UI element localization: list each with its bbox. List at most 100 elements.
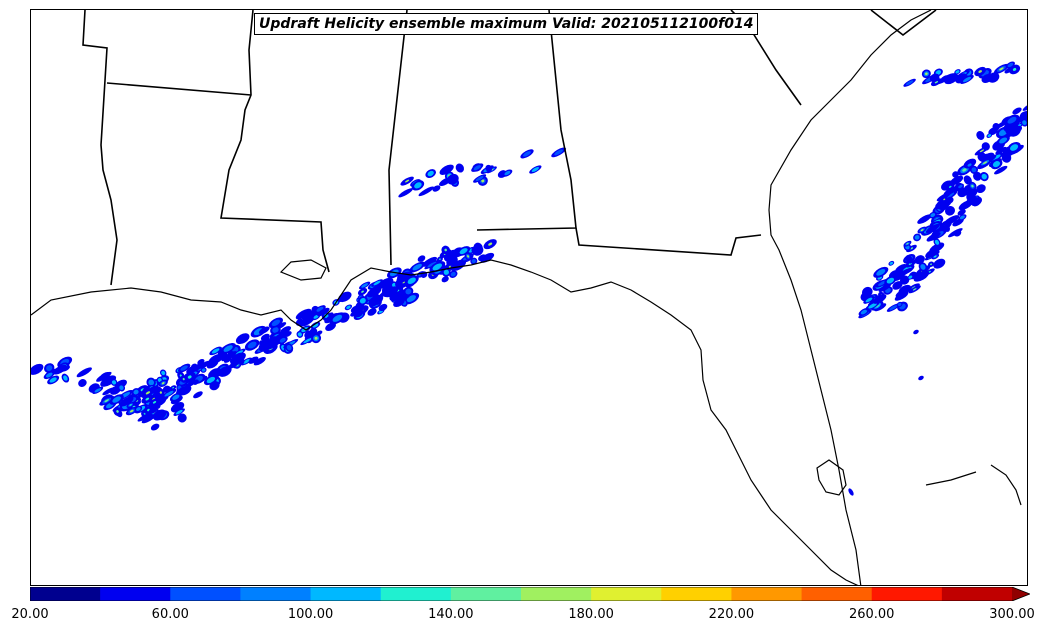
uh-cell <box>152 409 167 421</box>
colorbar-segment <box>240 587 312 601</box>
uh-cell <box>359 297 366 304</box>
uh-cell <box>878 283 891 293</box>
uh-cell <box>983 161 988 165</box>
uh-cell <box>1012 67 1017 71</box>
colorbar-tick-label: 100.00 <box>287 607 334 622</box>
uh-cell <box>317 307 330 317</box>
uh-cell <box>346 305 351 310</box>
uh-cell <box>152 397 155 400</box>
state-borders <box>82 10 937 286</box>
uh-cell <box>886 277 895 284</box>
uh-cell <box>172 394 180 400</box>
uh-cell <box>897 302 902 307</box>
uh-cell <box>1019 110 1027 120</box>
uh-cell <box>523 151 531 157</box>
uh-cell <box>1007 125 1023 137</box>
uh-cell <box>405 179 410 183</box>
map-panel <box>30 9 1028 586</box>
uh-cell <box>242 359 250 364</box>
uh-cell <box>473 165 481 171</box>
uh-cell <box>455 163 465 173</box>
uh-cell <box>459 248 468 255</box>
uh-cell <box>284 331 292 337</box>
uh-cell <box>314 336 318 340</box>
uh-cell <box>187 375 192 379</box>
uh-cell <box>999 137 1008 144</box>
uh-cell <box>253 356 266 366</box>
uh-cell <box>947 74 959 82</box>
uh-cell <box>485 164 493 173</box>
uh-cell <box>955 70 960 74</box>
uh-cell <box>930 263 932 266</box>
uh-cell <box>427 261 437 268</box>
uh-cell <box>914 235 920 240</box>
uh-cell <box>350 307 364 317</box>
uh-cell <box>979 149 985 153</box>
uh-cell <box>912 288 917 291</box>
uh-cell <box>896 267 912 278</box>
uh-cell <box>1012 107 1022 115</box>
uh-cell <box>999 67 1004 71</box>
uh-cell <box>62 365 70 372</box>
uh-cell <box>449 250 460 257</box>
uh-cell <box>504 170 511 176</box>
uh-cell <box>471 245 482 254</box>
colorbar-segment <box>871 587 943 601</box>
uh-cell <box>259 340 267 349</box>
uh-cell <box>439 258 441 260</box>
uh-cell <box>446 173 459 185</box>
uh-cell <box>367 308 377 316</box>
colorbar-segment <box>661 587 732 601</box>
uh-cell <box>934 80 938 84</box>
uh-cell <box>150 423 160 431</box>
uh-cell <box>531 167 540 172</box>
uh-cell <box>407 277 416 284</box>
uh-cell <box>260 333 270 341</box>
uh-cell <box>876 269 886 276</box>
uh-cell <box>971 167 977 173</box>
uh-cell <box>967 163 972 167</box>
uh-cell <box>1022 120 1027 125</box>
uh-cell <box>119 396 134 407</box>
map-title: Updraft Helicity ensemble maximum Valid:… <box>254 13 759 35</box>
uh-cell <box>943 198 946 201</box>
uh-cell <box>192 379 199 385</box>
uh-cell <box>148 406 158 414</box>
uh-cell <box>973 171 982 181</box>
colorbar-tick-label: 140.00 <box>428 607 474 622</box>
uh-cell <box>297 332 302 337</box>
uh-cell <box>913 329 919 335</box>
uh-cell <box>872 294 887 304</box>
uh-cell <box>920 229 924 232</box>
uh-cell <box>937 199 950 211</box>
uh-cell <box>995 146 1007 155</box>
uh-cell <box>1010 144 1019 151</box>
uh-cell <box>443 269 449 275</box>
uh-cell <box>1007 62 1014 68</box>
uh-cell <box>987 72 1000 83</box>
uh-cell <box>141 414 156 424</box>
uh-cell <box>367 286 382 298</box>
uh-cell <box>943 215 960 226</box>
uh-cell <box>913 270 930 282</box>
uh-cell <box>908 275 913 279</box>
uh-cell <box>133 389 139 395</box>
uh-cell <box>201 368 206 372</box>
uh-cell <box>148 379 155 386</box>
uh-cell <box>119 385 124 390</box>
uh-cell <box>152 401 157 404</box>
uh-cell <box>164 390 174 397</box>
uh-cell <box>894 291 909 301</box>
uh-cell <box>161 382 165 385</box>
uh-cell <box>444 248 447 252</box>
uh-cell <box>76 367 92 378</box>
uh-cell <box>934 239 940 245</box>
uh-cell <box>417 255 426 262</box>
colorbar-segment <box>941 587 1013 601</box>
uh-cell <box>78 379 87 387</box>
uh-cell <box>211 348 220 354</box>
colorbar-segment <box>591 587 662 601</box>
uh-cell <box>227 350 235 358</box>
uh-cell <box>475 175 484 182</box>
uh-cell <box>926 232 941 242</box>
